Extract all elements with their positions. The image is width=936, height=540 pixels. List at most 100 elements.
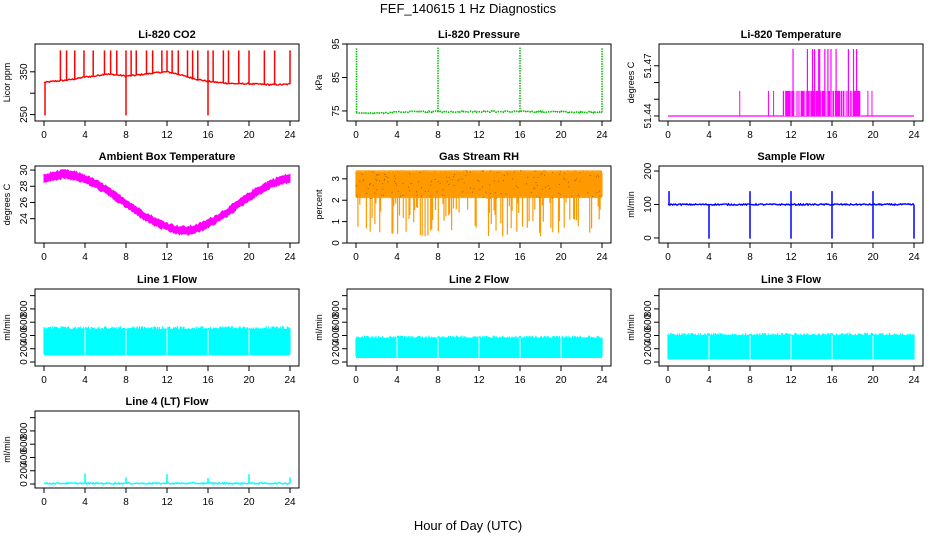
- y-axis-label: ml/min: [626, 314, 636, 341]
- panel-title: Sample Flow: [757, 151, 825, 163]
- series-speckle: [579, 172, 581, 174]
- y-axis-label: ml/min: [314, 314, 324, 341]
- y-tick-label: 0: [19, 481, 30, 487]
- series-speckle: [370, 183, 372, 185]
- series-speckle: [489, 193, 491, 195]
- series-speckle: [382, 183, 384, 185]
- series-speckle: [397, 190, 399, 192]
- series-speckle: [557, 193, 559, 195]
- y-tick-label: 100: [643, 196, 654, 213]
- series-speckle: [374, 192, 376, 194]
- series-speckle: [543, 170, 545, 172]
- x-tick-label: 20: [555, 130, 567, 141]
- series-speckle: [598, 190, 600, 192]
- panel-title: Line 4 (LT) Flow: [126, 396, 209, 408]
- series-speckle: [446, 181, 448, 183]
- plot-area: [355, 47, 603, 115]
- x-tick-label: 20: [555, 252, 567, 263]
- y-axis-label: degrees C: [2, 183, 12, 225]
- series-speckle: [535, 182, 537, 184]
- series-speckle: [434, 178, 436, 180]
- series-speckle: [559, 171, 561, 173]
- x-tick-label: 12: [473, 252, 485, 263]
- x-tick-label: 4: [394, 252, 400, 263]
- series-speckle: [587, 192, 589, 194]
- series-speckle: [579, 180, 581, 182]
- y-tick-label: 0: [331, 359, 342, 365]
- series-speckle: [477, 179, 479, 181]
- plot-area: [43, 50, 291, 116]
- x-tick-label: 0: [41, 252, 47, 263]
- series-speckle: [370, 197, 372, 199]
- series-speckle: [356, 185, 358, 187]
- series-speckle: [420, 195, 422, 197]
- y-axis-label: ml/min: [2, 436, 12, 463]
- series-speckle: [410, 183, 412, 185]
- series-speckle: [375, 180, 377, 182]
- series-speckle: [391, 191, 393, 193]
- series-speckle: [429, 195, 431, 197]
- series-speckle: [479, 188, 481, 190]
- x-tick-label: 8: [435, 375, 441, 386]
- series-speckle: [598, 176, 600, 178]
- series-speckle: [457, 180, 459, 182]
- series-speckle: [500, 193, 502, 195]
- series-speckle: [559, 193, 561, 195]
- series-speckle: [394, 178, 396, 180]
- x-tick-label: 20: [243, 375, 255, 386]
- x-tick-label: 12: [473, 375, 485, 386]
- series-speckle: [568, 186, 570, 188]
- panel-title: Li-820 Pressure: [438, 29, 520, 41]
- x-tick-label: 4: [706, 375, 712, 386]
- x-tick-label: 24: [908, 130, 920, 141]
- series-speckle: [382, 188, 384, 190]
- x-tick-label: 0: [665, 375, 671, 386]
- series-speckle: [596, 191, 598, 193]
- x-tick-label: 4: [706, 252, 712, 263]
- series-speckle: [540, 174, 542, 176]
- panel-title: Line 2 Flow: [449, 274, 509, 286]
- y-tick-label: 2: [331, 197, 342, 203]
- series-speckle: [470, 171, 472, 173]
- panel-2: Li-820 Pressure 0 4 8 12 16 20 24 75 85 95 kPa: [314, 29, 612, 141]
- y-tick-label: 85: [331, 71, 342, 83]
- y-axis-label: ml/min: [2, 314, 12, 341]
- series-speckle: [575, 178, 577, 180]
- x-tick-label: 20: [867, 375, 879, 386]
- y-tick-label: 600: [331, 313, 342, 330]
- panel-title: Line 1 Flow: [137, 274, 197, 286]
- y-tick-label: 95: [331, 38, 342, 50]
- series-speckle: [393, 180, 395, 182]
- series-speckle: [385, 176, 387, 178]
- x-tick-label: 20: [243, 497, 255, 508]
- plot-area: [667, 191, 915, 239]
- x-tick-label: 8: [123, 130, 129, 141]
- y-tick-label: 51.47: [643, 53, 654, 78]
- x-tick-label: 0: [41, 375, 47, 386]
- x-tick-label: 0: [665, 130, 671, 141]
- series-speckle: [517, 187, 519, 189]
- series-line: [355, 109, 603, 115]
- series-speckle: [465, 175, 467, 177]
- series-speckle: [512, 178, 514, 180]
- series-speckle: [376, 189, 378, 191]
- series-band: [43, 168, 291, 237]
- series-speckle: [549, 188, 551, 190]
- y-tick-label: 0: [331, 240, 342, 246]
- series-speckle: [494, 192, 496, 194]
- series-speckle: [369, 184, 371, 186]
- y-tick-label: 0: [19, 359, 30, 365]
- series-speckle: [482, 186, 484, 188]
- y-tick-label: 51.44: [643, 103, 654, 128]
- x-tick-label: 12: [161, 130, 173, 141]
- y-tick-label: 200: [643, 162, 654, 179]
- series-speckle: [445, 176, 447, 178]
- x-tick-label: 0: [41, 130, 47, 141]
- x-tick-label: 16: [514, 252, 526, 263]
- panel-title: Ambient Box Temperature: [99, 151, 236, 163]
- figure-xlabel: Hour of Day (UTC): [413, 518, 523, 533]
- series-speckle: [495, 197, 497, 199]
- y-axis-label: percent: [314, 189, 324, 220]
